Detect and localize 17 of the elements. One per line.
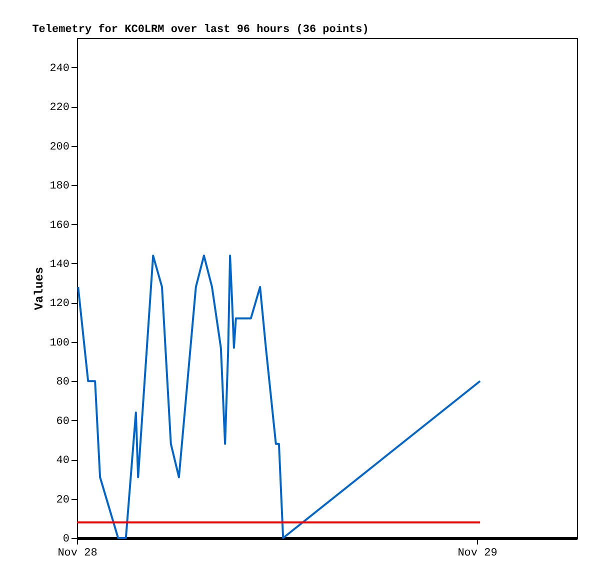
y-tick-label: 0 — [62, 534, 70, 546]
y-tick-label: 180 — [50, 180, 70, 193]
chart-title: Telemetry for KC0LRM over last 96 hours (36 points) — [32, 23, 369, 36]
y-tick-label: 160 — [50, 220, 70, 232]
y-tick-label: 100 — [50, 337, 70, 350]
y-tick-label: 120 — [50, 298, 70, 310]
y-tick-label: 200 — [50, 141, 70, 154]
y-tick-label: 40 — [56, 455, 70, 468]
x-tick-label: Nov 28 — [58, 548, 98, 560]
y-tick-label: 60 — [56, 416, 70, 428]
y-tick-label: 20 — [56, 494, 70, 506]
y-axis-title: Values — [32, 266, 47, 310]
y-tick-label: 220 — [50, 102, 70, 114]
y-tick-label: 140 — [50, 258, 70, 271]
x-tick-label: Nov 29 — [458, 548, 498, 560]
y-tick-label: 240 — [50, 62, 70, 75]
y-tick-label: 80 — [56, 376, 70, 389]
